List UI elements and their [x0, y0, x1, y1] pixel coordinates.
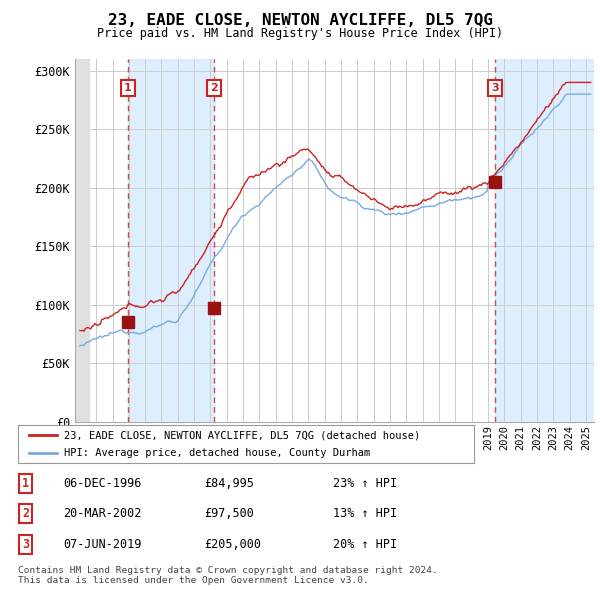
Bar [128, 59, 214, 422]
Bar [495, 59, 594, 422]
Text: £205,000: £205,000 [204, 538, 261, 551]
Text: 1: 1 [22, 477, 29, 490]
Text: HPI: Average price, detached house, County Durham: HPI: Average price, detached house, Coun… [64, 448, 370, 458]
Text: 2: 2 [210, 83, 218, 93]
Text: 23, EADE CLOSE, NEWTON AYCLIFFE, DL5 7QG (detached house): 23, EADE CLOSE, NEWTON AYCLIFFE, DL5 7QG… [64, 430, 420, 440]
Text: 23% ↑ HPI: 23% ↑ HPI [333, 477, 397, 490]
Text: 23, EADE CLOSE, NEWTON AYCLIFFE, DL5 7QG: 23, EADE CLOSE, NEWTON AYCLIFFE, DL5 7QG [107, 13, 493, 28]
Text: 06-DEC-1996: 06-DEC-1996 [63, 477, 142, 490]
Text: £84,995: £84,995 [204, 477, 254, 490]
Text: 2: 2 [22, 507, 29, 520]
Text: 13% ↑ HPI: 13% ↑ HPI [333, 507, 397, 520]
Text: 20-MAR-2002: 20-MAR-2002 [63, 507, 142, 520]
Text: 3: 3 [22, 538, 29, 551]
Text: 3: 3 [491, 83, 499, 93]
Text: 07-JUN-2019: 07-JUN-2019 [63, 538, 142, 551]
Bar [75, 59, 89, 422]
Text: 20% ↑ HPI: 20% ↑ HPI [333, 538, 397, 551]
Text: Contains HM Land Registry data © Crown copyright and database right 2024.
This d: Contains HM Land Registry data © Crown c… [18, 566, 438, 585]
Text: Price paid vs. HM Land Registry's House Price Index (HPI): Price paid vs. HM Land Registry's House … [97, 27, 503, 40]
Text: £97,500: £97,500 [204, 507, 254, 520]
Text: 1: 1 [124, 83, 131, 93]
